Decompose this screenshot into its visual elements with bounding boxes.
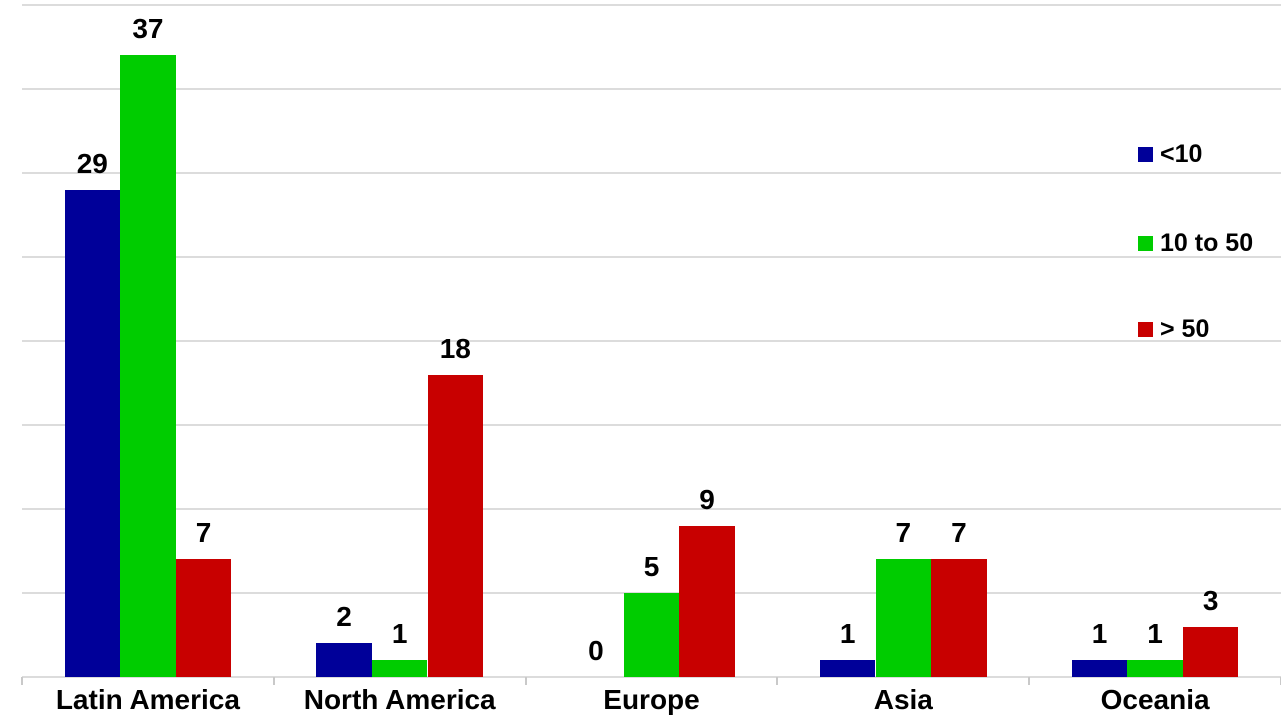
legend-item-0: <10 [1138,142,1202,167]
category-label-asia: Asia [873,684,933,715]
x-axis-tick [21,677,23,685]
legend-label: <10 [1160,140,1203,168]
bar-asia-series-2 [931,559,987,677]
bar-value-label: 7 [951,517,967,549]
legend-label: > 50 [1160,315,1210,343]
category-label-europe: Europe [603,684,700,715]
bar-europe-series-2 [679,525,735,677]
bar-latin-america-series-0 [64,189,121,677]
category-label-oceania: Oceania [1100,684,1210,715]
x-axis-tick [272,677,275,685]
bar-value-label: 1 [391,618,408,650]
legend-marker-icon [1138,322,1153,337]
bar-oceania-series-2 [1182,626,1239,677]
gridline [22,88,1281,90]
x-axis-tick [1028,677,1031,685]
bar-asia-series-1 [875,559,932,677]
category-label-latin-america: Latin America [55,684,240,715]
bar-value-label: 18 [439,332,471,364]
bar-latin-america-series-2 [175,559,232,677]
bar-north-america-series-2 [427,374,484,677]
bar-value-label: 37 [132,13,164,45]
bar-latin-america-series-1 [120,55,176,677]
gridline [22,508,1281,510]
legend-item-2: > 50 [1138,317,1209,342]
legend-item-1: 10 to 50 [1138,231,1253,256]
legend-marker-icon [1138,147,1153,162]
gridline [22,4,1281,6]
bar-north-america-series-1 [371,660,428,677]
bar-oceania-series-0 [1071,660,1128,677]
bar-value-label: 29 [76,147,108,179]
category-label-north-america: North America [303,684,496,715]
bar-value-label: 7 [895,517,912,549]
legend-marker-icon [1138,236,1153,251]
gridline [22,256,1281,258]
bar-value-label: 7 [195,517,212,549]
x-axis-tick [524,677,527,685]
gridline [22,340,1281,342]
bar-value-label: 0 [588,635,604,666]
bar-value-label: 2 [336,601,352,633]
bar-asia-series-0 [819,660,876,677]
bar-value-label: 1 [1147,618,1163,650]
gridline [22,172,1281,174]
bar-value-label: 9 [699,483,715,515]
bar-oceania-series-1 [1127,660,1183,677]
gridline [22,424,1281,426]
bar-value-label: 5 [643,551,660,582]
bar-north-america-series-0 [316,643,372,677]
x-axis-tick [776,677,779,685]
bar-value-label: 3 [1202,584,1219,616]
bar-value-label: 1 [839,618,856,650]
bar-value-label: 1 [1091,618,1108,650]
bar-europe-series-1 [623,593,680,677]
x-axis-line [22,676,1281,678]
legend-label: 10 to 50 [1160,229,1254,257]
